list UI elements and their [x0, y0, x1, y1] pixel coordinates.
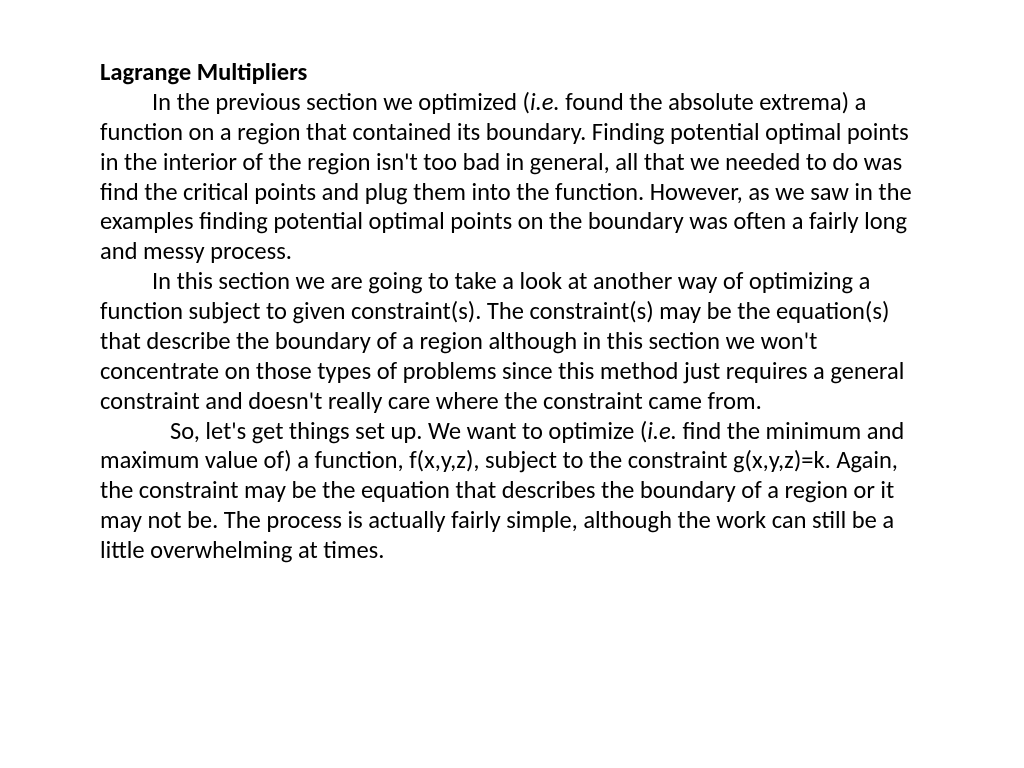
document-page: Lagrange Multipliers In the previous sec… — [0, 0, 1024, 606]
p2-text: In this section we are going to take a l… — [100, 266, 904, 416]
paragraph-1: In the previous section we optimized (i.… — [100, 88, 924, 267]
paragraph-3: So, let's get things set up. We want to … — [100, 417, 924, 566]
p3-text-a: So, let's get things set up. We want to … — [170, 416, 647, 446]
paragraph-2: In this section we are going to take a l… — [100, 267, 924, 416]
p3-ie: i.e. — [647, 416, 677, 446]
section-title: Lagrange Multipliers — [100, 58, 924, 88]
p1-ie: i.e. — [530, 87, 560, 117]
p1-text-a: In the previous section we optimized ( — [152, 87, 530, 117]
